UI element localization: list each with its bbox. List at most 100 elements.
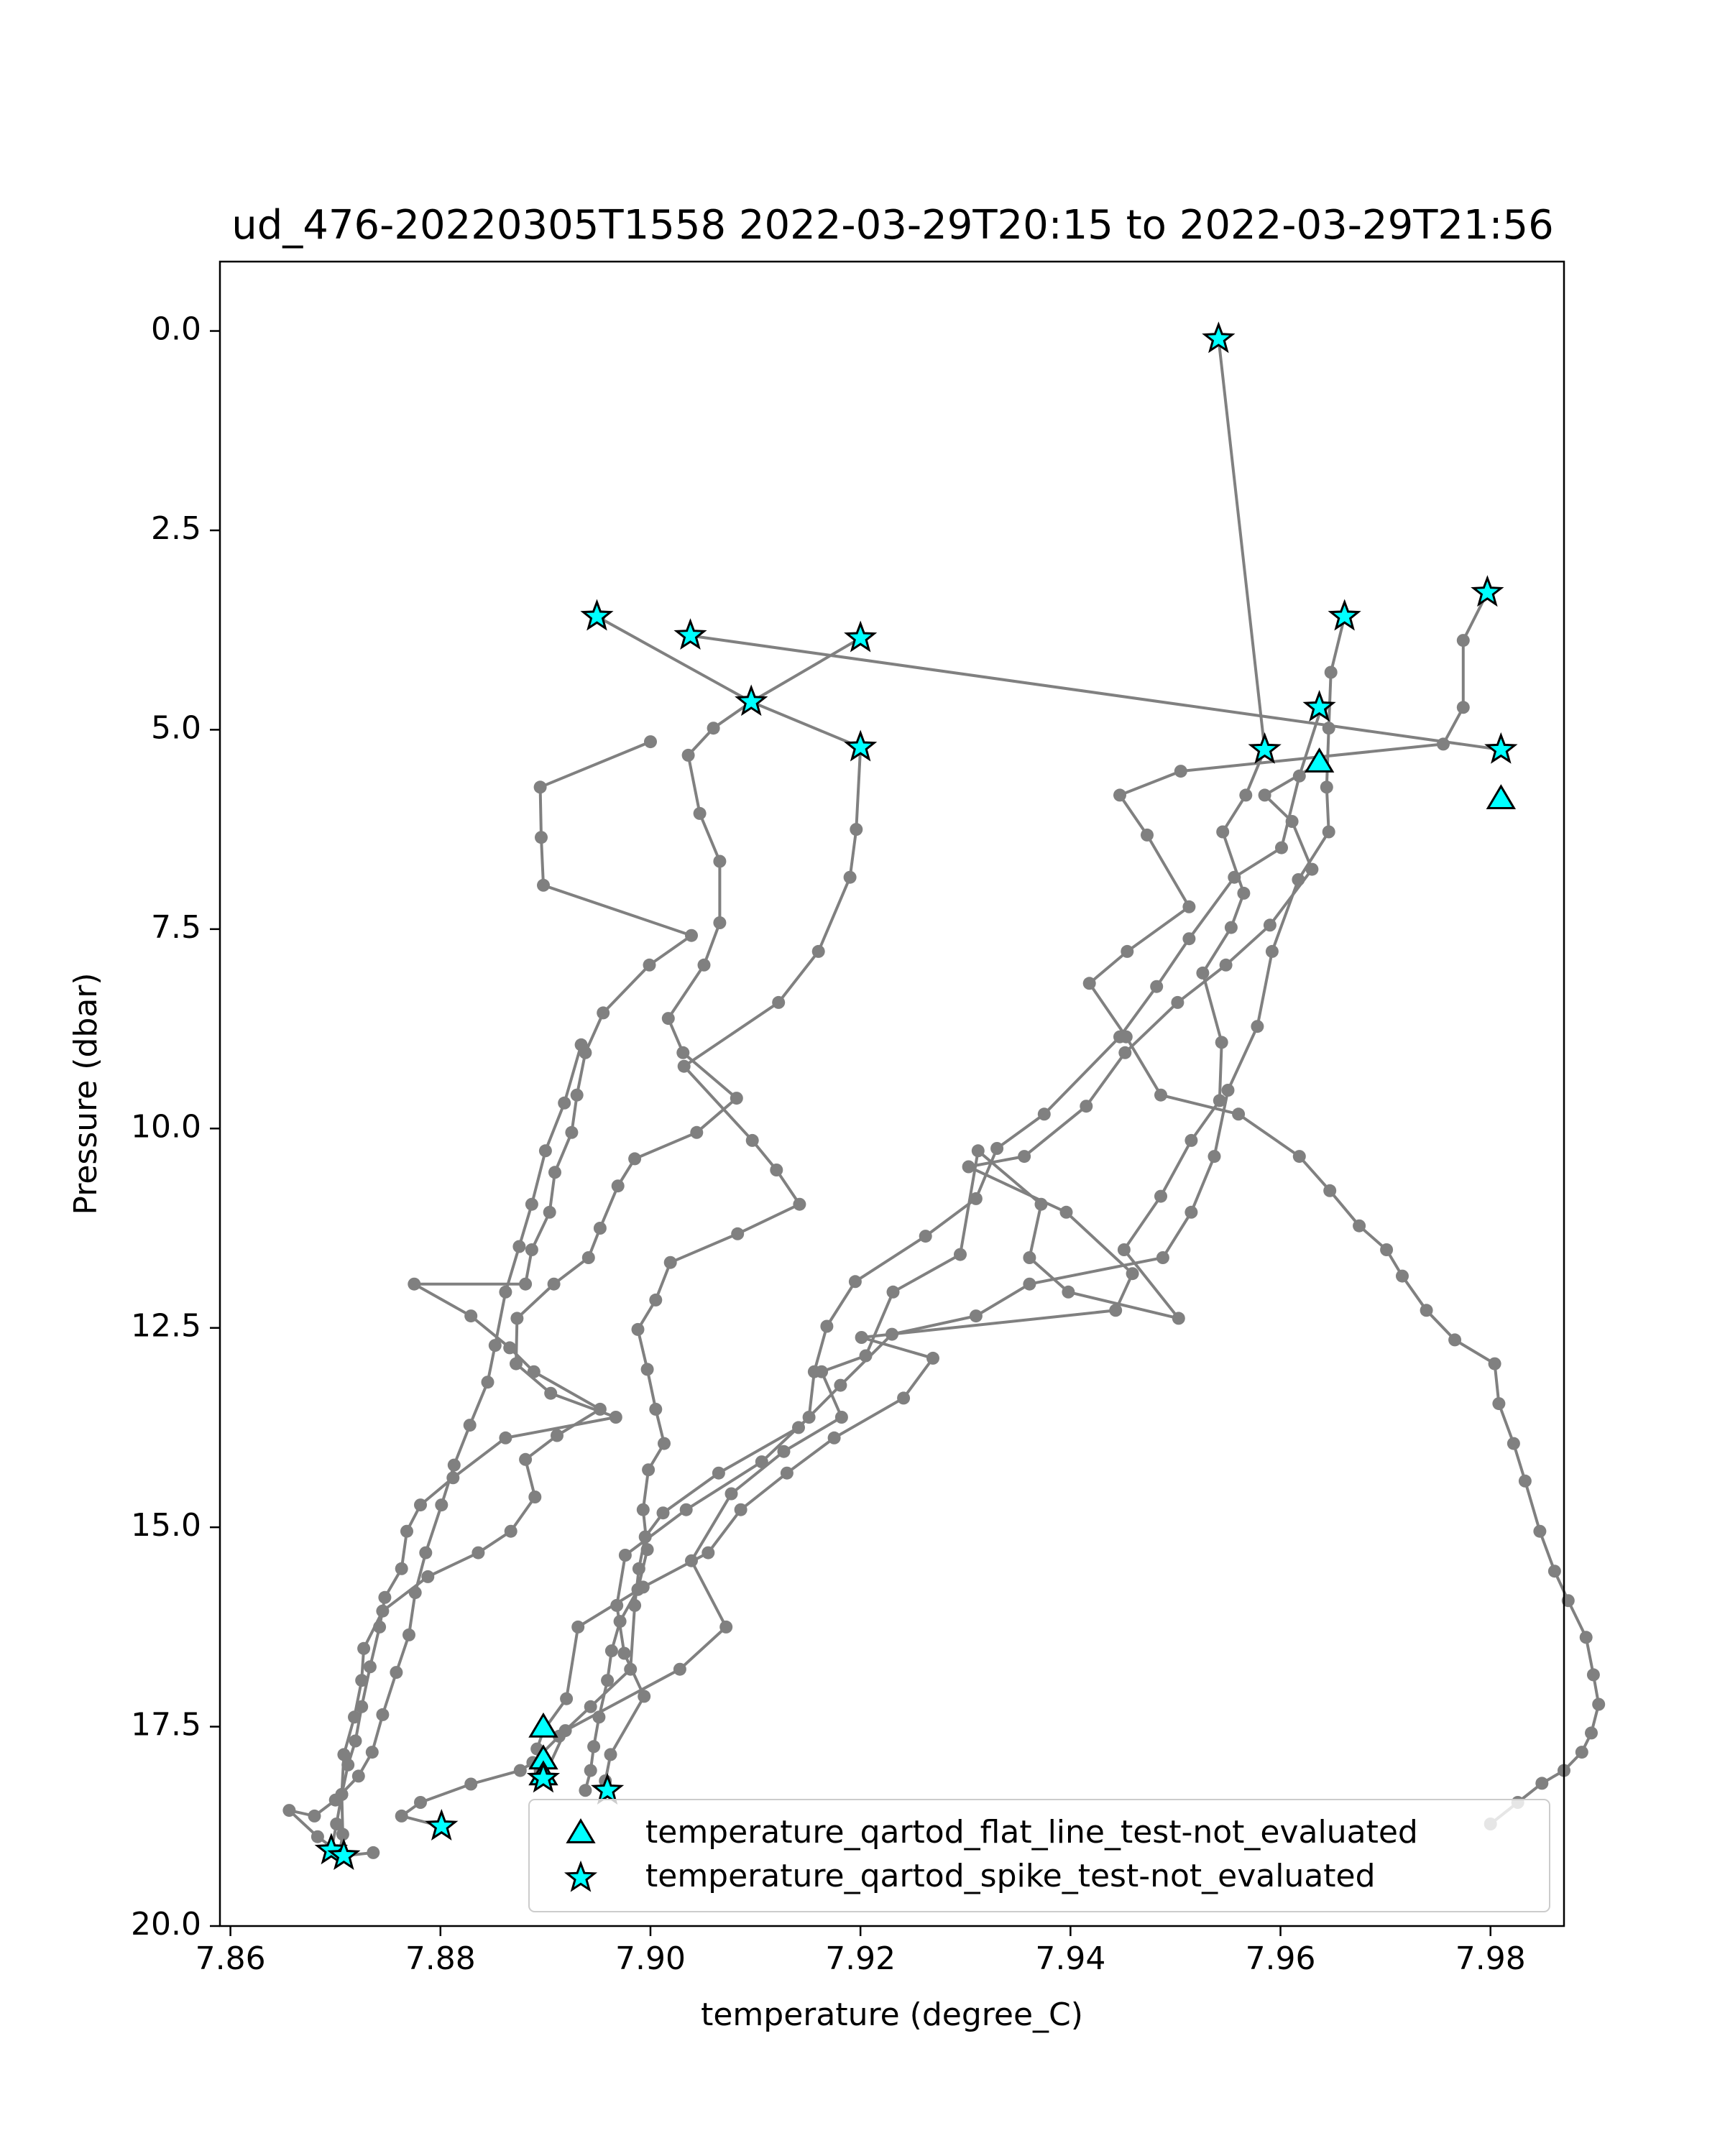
profile-point bbox=[1237, 886, 1251, 900]
profile-point bbox=[820, 1319, 834, 1333]
profile-point bbox=[349, 1734, 362, 1748]
profile-point bbox=[663, 1256, 677, 1269]
profile-point bbox=[601, 1674, 615, 1687]
profile-point bbox=[1232, 1107, 1246, 1121]
profile-point bbox=[770, 1164, 783, 1176]
profile-point bbox=[565, 1125, 579, 1139]
profile-point bbox=[962, 1160, 975, 1174]
y-tick-label: 12.5 bbox=[131, 1308, 201, 1345]
profile-point bbox=[1062, 1285, 1075, 1299]
profile-point bbox=[1380, 1243, 1394, 1256]
flat-line-flag-marker bbox=[1486, 784, 1517, 809]
profile-point bbox=[807, 1365, 821, 1378]
profile-point bbox=[1420, 1304, 1433, 1317]
profile-point bbox=[512, 1240, 526, 1253]
profile-point bbox=[1082, 977, 1096, 990]
profile-point bbox=[357, 1641, 371, 1655]
profile-point bbox=[1080, 1100, 1093, 1113]
profile-point bbox=[897, 1391, 911, 1405]
profile-point bbox=[1285, 815, 1299, 828]
profile-point bbox=[551, 1429, 564, 1442]
profile-point bbox=[1119, 1030, 1133, 1044]
spike-flag-marker bbox=[735, 684, 768, 717]
profile-point bbox=[1265, 944, 1279, 958]
profile-point bbox=[712, 1466, 725, 1480]
profile-point bbox=[731, 1227, 745, 1240]
profile-point bbox=[1448, 1333, 1462, 1347]
profile-point bbox=[544, 1386, 558, 1400]
profile-point bbox=[488, 1339, 502, 1353]
star-marker-icon bbox=[564, 1860, 598, 1892]
legend-label-spike: temperature_qartod_spike_test-not_evalua… bbox=[645, 1858, 1376, 1894]
spike-flag-marker bbox=[1471, 575, 1504, 607]
spike-flag-marker bbox=[673, 618, 707, 650]
profile-point bbox=[584, 1764, 597, 1777]
profile-point bbox=[702, 1546, 715, 1560]
profile-point bbox=[463, 1419, 477, 1432]
profile-point bbox=[1492, 1397, 1506, 1411]
spike-flag-marker bbox=[327, 1838, 361, 1870]
profile-point bbox=[792, 1421, 805, 1434]
profile-point bbox=[376, 1708, 390, 1721]
spike-flag-marker bbox=[1328, 599, 1361, 631]
profile-point bbox=[604, 1644, 618, 1658]
profile-point bbox=[724, 1487, 738, 1501]
profile-point bbox=[1585, 1726, 1598, 1740]
profile-point bbox=[777, 1445, 791, 1458]
profile-point bbox=[1320, 780, 1333, 794]
profile-point bbox=[656, 1506, 670, 1520]
x-axis: 7.86 7.88 7.90 7.92 7.94 7.96 7.98 bbox=[196, 1926, 1526, 1977]
profile-point bbox=[330, 1818, 344, 1830]
chart-title: ud_476-20220305T1558 2022-03-29T20:15 to… bbox=[231, 202, 1554, 249]
profile-point bbox=[464, 1777, 478, 1791]
profile-point bbox=[1023, 1277, 1036, 1291]
profile-point bbox=[1113, 788, 1126, 802]
profile-point bbox=[581, 1251, 595, 1264]
profile-point bbox=[640, 1543, 654, 1557]
profile-point bbox=[574, 1038, 588, 1051]
profile-point bbox=[1182, 932, 1196, 946]
y-axis-label: Pressure (dbar) bbox=[68, 972, 104, 1215]
spike-flag-marker bbox=[580, 599, 614, 631]
profile-point bbox=[793, 1197, 806, 1211]
profile-point bbox=[631, 1322, 645, 1336]
profile-point bbox=[533, 780, 547, 794]
profile-point bbox=[624, 1662, 638, 1676]
profile-point bbox=[690, 1125, 704, 1139]
y-tick-label: 5.0 bbox=[151, 709, 201, 746]
spike-flag-marker bbox=[425, 1809, 459, 1841]
profile-point bbox=[697, 958, 711, 972]
profile-point bbox=[1182, 900, 1196, 913]
profile-point bbox=[1275, 841, 1288, 854]
profile-point bbox=[525, 1197, 538, 1211]
profile-point bbox=[337, 1748, 351, 1761]
profile-point bbox=[990, 1142, 1004, 1155]
profile-point bbox=[1592, 1697, 1606, 1711]
flat-line-flag-marker bbox=[1304, 747, 1335, 773]
profile-point bbox=[365, 1746, 379, 1759]
profile-point bbox=[638, 1690, 651, 1703]
profile-point bbox=[1216, 825, 1230, 839]
profile-point bbox=[310, 1830, 324, 1843]
profile-point bbox=[1141, 828, 1154, 842]
profile-point bbox=[355, 1674, 369, 1687]
profile-point bbox=[400, 1524, 413, 1538]
profile-point bbox=[1396, 1269, 1409, 1283]
profile-point bbox=[308, 1809, 321, 1823]
profile-point bbox=[834, 1378, 847, 1392]
profile-point bbox=[640, 1363, 654, 1376]
profile-point bbox=[1224, 921, 1238, 934]
profile-point bbox=[543, 1205, 556, 1219]
profile-point bbox=[1196, 966, 1210, 980]
profile-point bbox=[1251, 1020, 1264, 1033]
y-axis: 0.0 2.5 5.0 7.5 10.0 12.5 15.0 17.5 20.0 bbox=[131, 311, 220, 1943]
profile-point bbox=[1215, 1036, 1228, 1049]
profile-point bbox=[609, 1411, 622, 1424]
profile-point bbox=[447, 1458, 461, 1472]
profile-point bbox=[1575, 1746, 1588, 1759]
profile-point bbox=[1353, 1219, 1366, 1233]
profile-point bbox=[527, 1365, 540, 1378]
profile-point bbox=[604, 1748, 617, 1761]
profile-point bbox=[1174, 765, 1187, 778]
